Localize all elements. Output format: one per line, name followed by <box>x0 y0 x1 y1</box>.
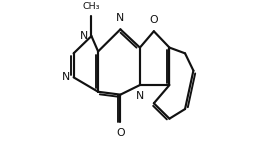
Text: CH₃: CH₃ <box>83 2 100 11</box>
Text: O: O <box>150 15 158 25</box>
Text: O: O <box>116 128 125 138</box>
Text: N: N <box>80 31 88 41</box>
Text: N: N <box>136 91 144 101</box>
Text: N: N <box>62 72 70 82</box>
Text: N: N <box>116 14 124 24</box>
